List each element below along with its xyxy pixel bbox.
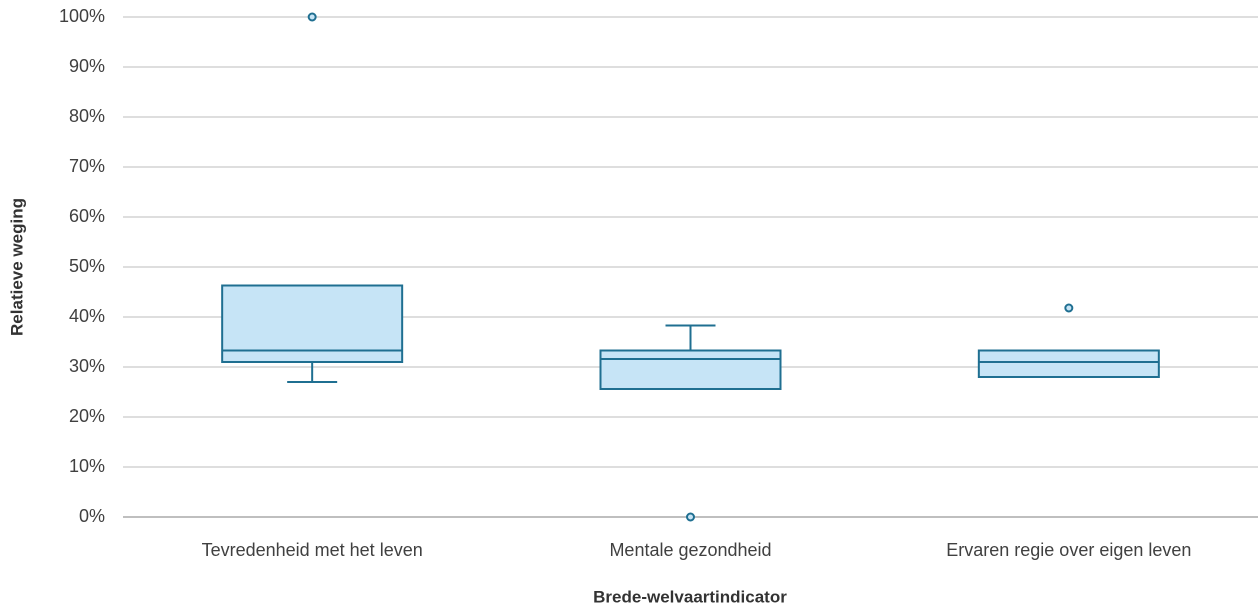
x-axis-title: Brede-welvaartindicator — [593, 587, 787, 606]
y-axis-title: Relatieve weging — [7, 198, 26, 336]
box — [221, 284, 404, 363]
outlier — [307, 12, 317, 22]
box — [977, 349, 1160, 378]
box — [599, 349, 782, 390]
y-tick-label: 70% — [69, 156, 105, 176]
y-tick-label: 0% — [79, 506, 105, 526]
x-tick-label: Tevredenheid met het leven — [202, 540, 423, 560]
y-tick-label: 80% — [69, 106, 105, 126]
outlier — [1064, 303, 1074, 313]
y-tick-label: 40% — [69, 306, 105, 326]
outlier — [686, 512, 695, 522]
y-tick-label: 60% — [69, 206, 105, 226]
y-tick-label: 90% — [69, 56, 105, 76]
y-tick-label: 50% — [69, 256, 105, 276]
y-tick-label: 10% — [69, 456, 105, 476]
y-tick-label: 100% — [59, 6, 105, 26]
y-tick-label: 30% — [69, 356, 105, 376]
x-tick-label: Ervaren regie over eigen leven — [946, 540, 1191, 560]
y-tick-label: 20% — [69, 406, 105, 426]
x-tick-label: Mentale gezondheid — [609, 540, 771, 560]
